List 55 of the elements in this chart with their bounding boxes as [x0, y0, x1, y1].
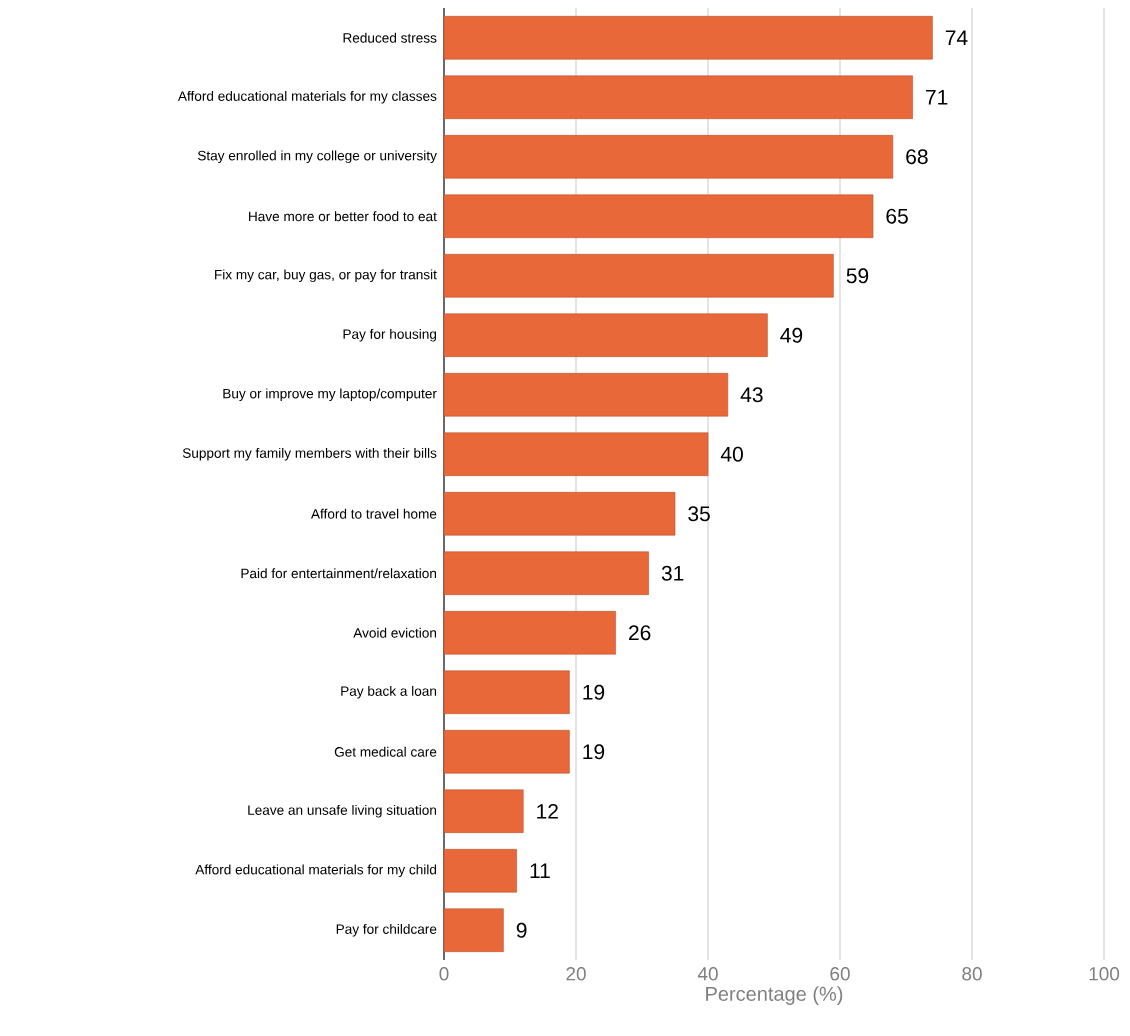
x-tick-label: 80: [962, 967, 982, 981]
bar: [443, 849, 517, 893]
bar: [443, 789, 524, 833]
x-tick-label: 40: [697, 967, 718, 981]
y-tick-label: Afford educational materials for my child: [195, 864, 437, 878]
x-tick-label: 60: [830, 967, 850, 981]
y-tick-label: Avoid eviction: [353, 627, 437, 638]
y-tick-label: Leave an unsafe living situation: [248, 804, 437, 818]
data-label: 11: [530, 863, 550, 878]
data-label: 19: [583, 684, 605, 700]
bar: [443, 373, 729, 417]
y-tick-label: Afford educational materials for my classes: [177, 90, 437, 104]
data-label: 31: [661, 565, 684, 581]
bar: [443, 313, 768, 357]
data-label: 49: [780, 327, 803, 343]
data-label: 19: [583, 744, 605, 760]
bar: [443, 492, 676, 536]
y-tick-label: Fix my car, buy gas, or pay for transit: [215, 269, 437, 283]
data-label: 43: [740, 387, 763, 403]
bar: [443, 611, 616, 655]
x-tick-label: 0: [439, 967, 449, 981]
y-tick-label: Support my family members with their bills: [182, 447, 437, 461]
bar: [443, 670, 570, 714]
bar: [443, 730, 570, 774]
data-label: 26: [629, 625, 651, 641]
y-tick-label: Pay for childcare: [336, 923, 437, 937]
bar: [443, 75, 913, 119]
y-tick-label: Pay back a loan: [341, 685, 437, 699]
y-tick-label: Reduced stress: [343, 32, 437, 43]
y-tick-label: Buy or improve my laptop/computer: [223, 388, 437, 402]
bar: [443, 908, 504, 952]
x-tick-label: 20: [566, 967, 586, 981]
y-tick-label: Paid for entertainment/relaxation: [241, 568, 437, 579]
bar: [443, 551, 649, 595]
data-label: 35: [688, 506, 710, 522]
bar: [443, 194, 874, 238]
data-label: 65: [886, 208, 908, 224]
bar: [443, 16, 933, 60]
y-tick-label: Have more or better food to eat: [249, 211, 437, 222]
data-label: 12: [537, 803, 558, 819]
data-label: 9: [516, 922, 527, 938]
x-axis-title: Percentage (%): [706, 986, 843, 1005]
data-label: 74: [945, 30, 968, 45]
data-label: 59: [846, 268, 869, 284]
bar: [443, 432, 709, 476]
bar: [443, 254, 834, 298]
data-label: 40: [720, 446, 743, 462]
data-label: 68: [906, 149, 928, 165]
x-tick-label: 100: [1089, 967, 1120, 981]
y-tick-label: Stay enrolled in my college or university: [197, 150, 437, 164]
y-tick-label: Get medical care: [334, 746, 437, 757]
y-tick-label: Afford to travel home: [310, 508, 437, 519]
bar: [443, 135, 894, 179]
data-label: 71: [926, 90, 948, 105]
y-tick-label: Pay for housing: [343, 328, 437, 342]
